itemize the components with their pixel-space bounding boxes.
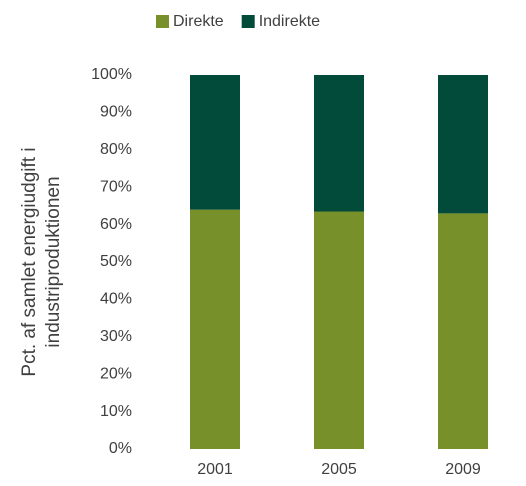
x-tick-label: 2001 <box>197 461 233 478</box>
bar-segment <box>314 211 364 449</box>
bar-segment <box>438 75 488 214</box>
bar-segment <box>190 75 240 210</box>
legend-swatch <box>156 15 169 28</box>
y-tick-label: 40% <box>100 291 132 308</box>
y-axis-title-line: industriproduktionen <box>43 176 64 347</box>
y-tick-label: 60% <box>100 216 132 233</box>
legend-label: Direkte <box>173 13 224 30</box>
y-tick-label: 30% <box>100 328 132 345</box>
y-tick-label: 20% <box>100 365 132 382</box>
y-tick-label: 50% <box>100 253 132 270</box>
x-tick-label: 2009 <box>445 461 481 478</box>
y-axis-title: Pct. af samlet energiudgift i industripr… <box>19 147 64 376</box>
y-tick-label: 0% <box>109 440 132 457</box>
y-tick-label: 100% <box>91 66 132 83</box>
legend-label: Indirekte <box>259 13 320 30</box>
y-tick-label: 10% <box>100 403 132 420</box>
y-tick-label: 80% <box>100 141 132 158</box>
legend-swatch <box>241 15 255 28</box>
x-tick-label: 2005 <box>321 461 357 478</box>
bar-segment <box>314 75 364 212</box>
y-axis-title-line: Pct. af samlet energiudgift i <box>19 147 40 376</box>
bar-segment <box>190 209 240 449</box>
y-tick-label: 90% <box>100 104 132 121</box>
bar-segment <box>438 213 488 449</box>
y-tick-label: 70% <box>100 178 132 195</box>
